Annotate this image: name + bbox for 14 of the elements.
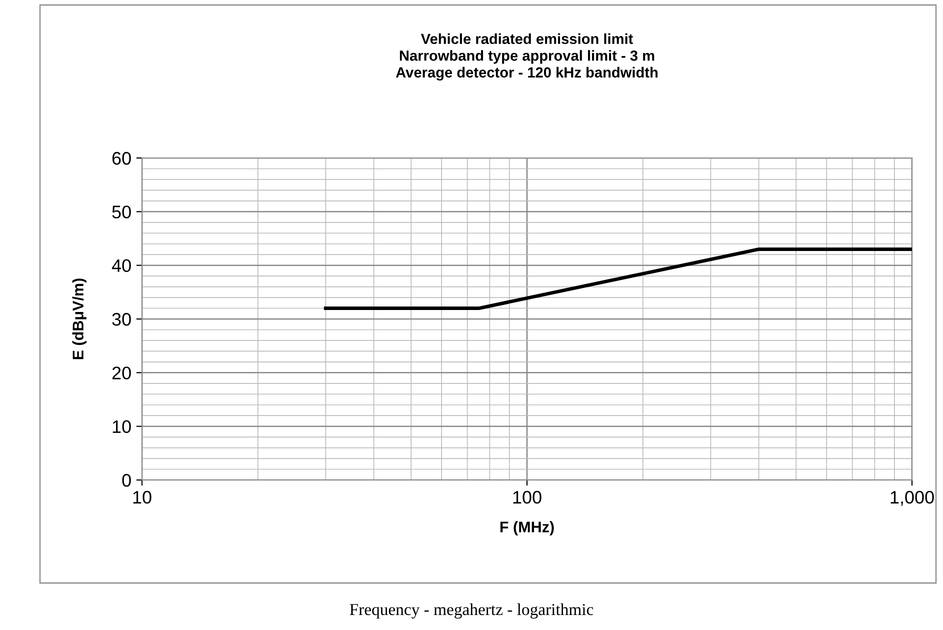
y-tick-label: 60 [112, 152, 131, 165]
text: Frequency - megahertz - logarithmic [350, 603, 594, 619]
y-tick-label: 0 [122, 474, 131, 487]
y-tick-label: 10 [112, 420, 131, 434]
x-axis-title: F (MHz) [500, 521, 554, 536]
x-tick-label: 100 [513, 490, 542, 504]
x-tick-label: 10 [133, 490, 152, 504]
y-tick-label: 30 [112, 312, 131, 326]
y-axis-title: E (dBμV/m) [72, 278, 86, 360]
x-tick-label: 1,000 [890, 490, 934, 506]
y-tick-label: 50 [112, 206, 131, 218]
chart-title: Vehicle radiated emission limit Narrowband type approval limit - 3 m Average detector - 120 kHz bandwidth [396, 33, 658, 81]
y-tick-label: 40 [112, 259, 131, 272]
y-tick-label: 20 [112, 366, 131, 380]
